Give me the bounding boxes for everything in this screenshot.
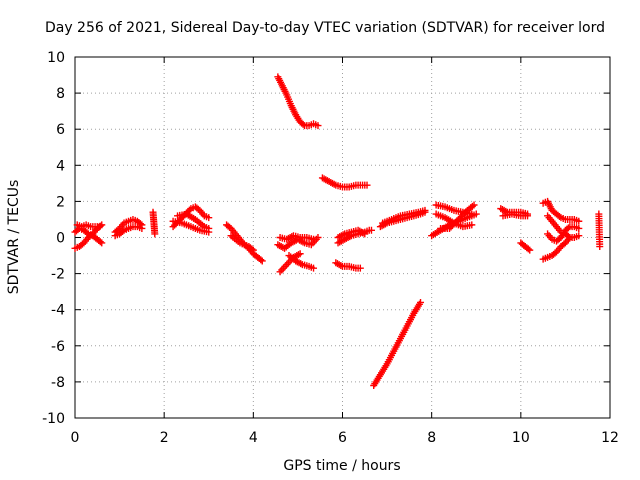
data-point-marker: [526, 246, 534, 254]
y-tick-label: 8: [56, 86, 65, 102]
y-tick-label: 10: [47, 50, 65, 66]
y-tick-label: 4: [56, 158, 65, 174]
data-point-marker: [119, 227, 127, 235]
data-point-marker: [83, 229, 91, 237]
data-point-marker: [421, 206, 429, 214]
y-tick-label: -4: [51, 303, 65, 319]
data-point-marker: [564, 224, 572, 232]
data-point-marker: [417, 298, 425, 306]
data-point-marker: [524, 245, 532, 253]
data-point-marker: [314, 234, 322, 241]
y-tick-label: -8: [51, 375, 65, 391]
data-point-marker: [468, 221, 476, 229]
data-point-marker: [468, 210, 476, 218]
data-point-marker: [566, 234, 574, 241]
data-point-marker: [356, 264, 364, 272]
data-point-marker: [96, 223, 104, 231]
x-tick-label: 2: [160, 430, 169, 446]
data-point-marker: [367, 226, 375, 234]
data-point-marker: [361, 230, 369, 238]
data-point-marker: [575, 232, 583, 240]
data-point-marker: [470, 201, 478, 209]
data-point-marker: [363, 181, 371, 189]
data-point-marker: [314, 122, 322, 130]
x-axis-label: GPS time / hours: [283, 458, 400, 474]
axis-ticks: 0 2 4 6 8 10 12 -10 -8 -6 -4 -2 0 2 4 6 8 10: [42, 50, 619, 446]
x-tick-label: 0: [71, 430, 80, 446]
y-tick-label: -6: [51, 339, 65, 355]
data-point-marker: [296, 250, 304, 258]
data-point-marker: [205, 214, 213, 222]
data-point-marker: [257, 256, 265, 264]
data-point-marker: [524, 212, 532, 220]
chart-title: Day 256 of 2021, Sidereal Day-to-day VTE…: [45, 20, 605, 36]
y-tick-label: 0: [56, 231, 65, 247]
data-point-marker: [96, 238, 104, 246]
x-tick-label: 4: [249, 430, 258, 446]
data-point-marker: [310, 264, 318, 272]
data-point-marker: [555, 212, 563, 220]
y-tick-label: -10: [42, 411, 65, 427]
data-point-marker: [596, 243, 604, 251]
data-points: [71, 73, 604, 390]
y-axis-label: SDTVAR / TECUs: [6, 180, 22, 295]
data-point-marker: [310, 235, 318, 243]
data-point-marker: [138, 224, 146, 232]
data-point-marker: [248, 245, 256, 253]
data-point-marker: [575, 217, 583, 225]
x-tick-label: 12: [601, 430, 619, 446]
x-tick-label: 8: [427, 430, 436, 446]
y-tick-label: 2: [56, 194, 65, 210]
y-tick-label: -2: [51, 267, 65, 283]
data-point-marker: [575, 224, 583, 232]
x-tick-label: 6: [338, 430, 347, 446]
y-tick-label: 6: [56, 122, 65, 138]
data-point-marker: [205, 224, 213, 232]
x-tick-label: 10: [512, 430, 530, 446]
data-point-marker: [151, 230, 159, 238]
data-point-marker: [185, 206, 193, 214]
data-point-marker: [299, 120, 307, 128]
data-point-marker: [258, 257, 266, 265]
data-point-marker: [249, 246, 257, 254]
data-point-marker: [98, 239, 106, 247]
